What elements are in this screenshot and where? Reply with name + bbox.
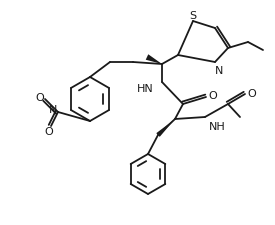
Polygon shape [146, 55, 162, 65]
Text: O: O [209, 91, 217, 101]
Text: HN: HN [137, 84, 154, 94]
Text: N: N [215, 66, 223, 76]
Text: S: S [189, 11, 197, 21]
Text: NH: NH [209, 122, 226, 131]
Text: O: O [36, 93, 44, 103]
Text: O: O [45, 126, 53, 136]
Text: O: O [248, 89, 256, 99]
Text: N: N [49, 105, 57, 115]
Polygon shape [156, 119, 175, 137]
